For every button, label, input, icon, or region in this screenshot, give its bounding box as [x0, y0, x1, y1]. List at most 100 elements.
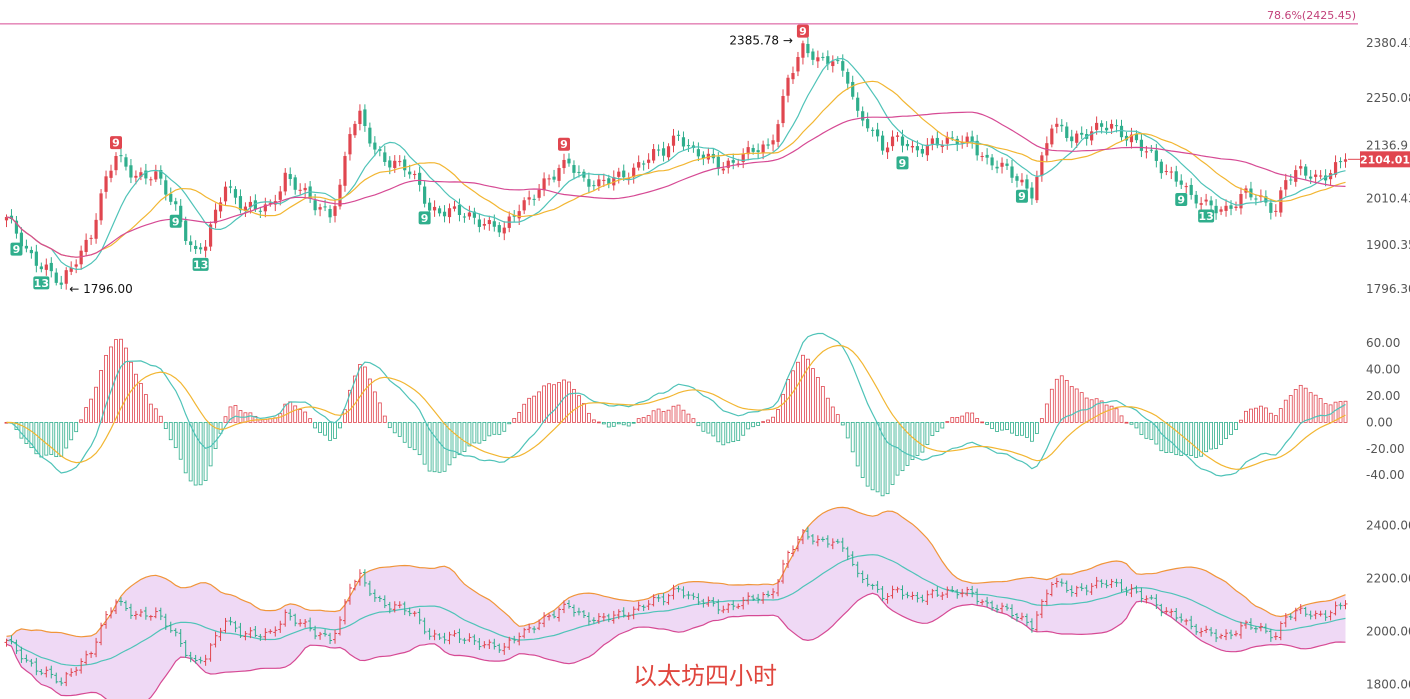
candle-body	[278, 191, 282, 200]
candle-body	[1294, 170, 1298, 182]
candle-body	[1000, 162, 1004, 167]
macd-histogram-bar	[452, 421, 457, 459]
macd-histogram-bar	[1229, 421, 1233, 435]
candle-body	[403, 159, 407, 171]
macd-histogram-bar	[1293, 389, 1298, 423]
macd-histogram-bar	[1263, 407, 1268, 423]
macd-histogram-bar	[353, 375, 357, 423]
candle-body	[512, 215, 516, 217]
candle-body	[283, 172, 287, 192]
candle-body	[353, 123, 357, 136]
macd-histogram-bar	[1124, 421, 1129, 424]
candle-body	[1224, 205, 1228, 211]
candle-body	[572, 165, 576, 173]
candle-body	[169, 193, 173, 202]
macd-histogram-bar	[691, 418, 696, 423]
td-badge-label: 9	[13, 243, 21, 256]
macd-histogram-bar	[228, 406, 233, 423]
candle-body	[950, 137, 954, 139]
macd-histogram-bar	[1249, 408, 1253, 423]
macd-histogram-bar	[467, 421, 472, 447]
macd-histogram-bar	[218, 421, 223, 434]
macd-histogram-bar	[1204, 421, 1209, 453]
candle-body	[816, 57, 820, 62]
macd-histogram-bar	[850, 421, 855, 453]
candle-body	[736, 163, 740, 165]
macd-histogram-bar	[537, 391, 542, 423]
candle-body	[64, 270, 68, 284]
macd-axis-tick-label: -20.00	[1366, 442, 1405, 456]
macd-histogram-bar	[328, 421, 332, 441]
candle-body	[114, 155, 118, 171]
candle-body	[980, 155, 984, 158]
macd-histogram-bar	[1189, 421, 1194, 456]
td-badge	[110, 136, 122, 150]
candle-body	[517, 211, 521, 219]
candle-body	[358, 110, 362, 125]
macd-histogram-bar	[825, 397, 830, 423]
candle-body	[139, 172, 143, 177]
candle-body	[681, 137, 686, 147]
macd-histogram-bar	[736, 421, 741, 441]
macd-histogram-bar	[865, 421, 870, 487]
candle-body	[766, 144, 770, 146]
td-badge-label: 9	[172, 215, 180, 228]
candle-body	[1319, 175, 1323, 177]
candle-body	[1015, 176, 1019, 181]
candle-body	[1149, 149, 1153, 151]
candle-body	[532, 198, 536, 200]
macd-histogram-bar	[666, 409, 671, 423]
candle-body	[1129, 134, 1134, 143]
candle-body	[1204, 199, 1208, 202]
td-badge-label: 13	[1198, 210, 1213, 223]
candle-body	[243, 206, 248, 211]
candle-body	[831, 61, 835, 67]
macd-histogram-bar	[661, 411, 666, 423]
candle-body	[44, 264, 48, 270]
macd-histogram-bar	[567, 381, 571, 423]
macd-histogram-bar	[1025, 421, 1029, 438]
candle-body	[1020, 179, 1024, 183]
candle-body	[9, 215, 14, 220]
candle-body	[592, 185, 596, 187]
macd-histogram-bar	[193, 421, 198, 486]
candle-body	[965, 136, 969, 144]
candle-body	[472, 211, 476, 218]
macd-axis-tick-label: 40.00	[1366, 363, 1400, 377]
macd-histogram-bar	[950, 417, 955, 423]
macd-histogram-bar	[1244, 410, 1248, 423]
last-price-label: 2104.01	[1360, 153, 1410, 166]
macd-histogram-bar	[507, 421, 512, 425]
macd-histogram-bar	[930, 421, 935, 436]
macd-histogram-bar	[586, 412, 591, 423]
macd-histogram-bar	[387, 421, 392, 429]
candle-body	[895, 135, 900, 137]
macd-histogram-bar	[681, 409, 686, 423]
macd-dea-line	[6, 344, 1346, 470]
macd-histogram-bar	[362, 366, 367, 423]
candle-body	[39, 266, 43, 270]
td-badge	[418, 211, 431, 225]
macd-histogram-bar	[572, 388, 576, 423]
candle-body	[547, 178, 551, 180]
td-badge	[796, 24, 809, 38]
candle-body	[1070, 136, 1074, 142]
candle-body	[228, 186, 233, 188]
candle-body	[836, 60, 840, 62]
candle-body	[482, 223, 486, 226]
candle-body	[871, 129, 875, 131]
macd-histogram-bar	[756, 421, 761, 426]
macd-histogram-bar	[54, 421, 59, 458]
candle-body	[527, 197, 531, 200]
macd-histogram-bar	[119, 338, 123, 423]
candle-body	[970, 136, 974, 143]
td-badge	[558, 137, 570, 151]
candle-body	[383, 152, 387, 162]
candle-body	[617, 171, 621, 177]
boll-axis-tick-label: 2400.00	[1366, 518, 1410, 532]
candle-body	[413, 173, 417, 175]
candle-body	[144, 170, 148, 179]
macd-histogram-bar	[59, 421, 64, 457]
macd-histogram-bar	[323, 421, 327, 436]
candle-body	[900, 136, 905, 146]
